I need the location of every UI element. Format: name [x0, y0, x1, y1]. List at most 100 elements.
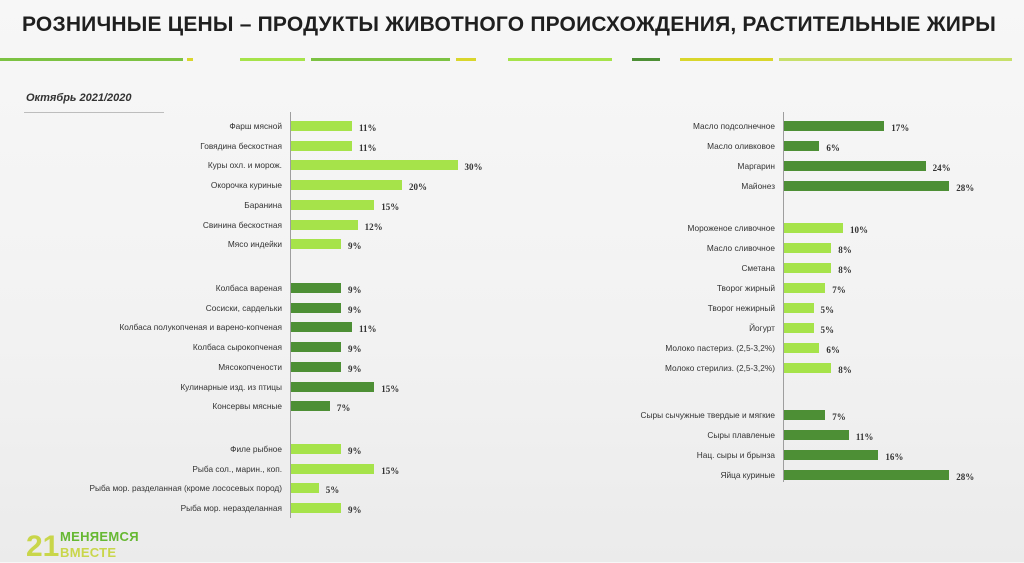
- data-bar: [291, 444, 341, 454]
- data-bar: [784, 223, 843, 233]
- category-label: Йогурт: [749, 323, 775, 333]
- category-label: Масло оливковое: [707, 141, 775, 151]
- logo-word-1: МЕНЯЕМСЯ: [60, 529, 139, 544]
- category-label: Рыба сол., марин., коп.: [192, 463, 282, 474]
- data-bar: [291, 283, 341, 293]
- data-value-label: 28%: [956, 472, 975, 482]
- data-bar: [784, 263, 832, 273]
- data-value-label: 15%: [381, 465, 400, 476]
- data-value-label: 11%: [359, 123, 377, 133]
- category-label: Филе рыбное: [230, 444, 282, 454]
- chart-axis-line: [290, 112, 291, 518]
- data-bar: [784, 283, 826, 293]
- data-bar: [291, 180, 402, 191]
- chart-period-label: Октябрь 2021/2020: [26, 92, 132, 104]
- category-label: Фарш мясной: [229, 121, 282, 131]
- category-label: Кулинарные изд. из птицы: [180, 381, 282, 392]
- data-value-label: 17%: [891, 123, 910, 133]
- data-bar: [784, 243, 832, 253]
- subtitle-underline: [24, 112, 164, 113]
- data-bar: [291, 483, 319, 494]
- data-bar: [784, 161, 926, 171]
- category-label: Окорочка куриные: [210, 180, 282, 191]
- category-label: Молоко пастериз. (2,5-3,2%): [665, 343, 775, 353]
- category-label: Масло сливочное: [706, 243, 775, 253]
- data-value-label: 11%: [359, 142, 377, 153]
- data-value-label: 5%: [820, 325, 835, 335]
- data-value-label: 9%: [347, 285, 362, 295]
- category-label: Рыба мор. неразделанная: [180, 503, 282, 514]
- data-bar: [291, 322, 353, 333]
- category-label: Баранина: [244, 199, 282, 210]
- category-label: Сыры плавленые: [707, 430, 775, 440]
- category-label: Мясо индейки: [227, 239, 282, 250]
- category-label: Мясокопчености: [218, 361, 282, 372]
- data-value-label: 15%: [381, 201, 400, 212]
- data-value-label: 20%: [409, 182, 427, 193]
- data-bar: [291, 219, 358, 230]
- category-label: Сыры сычужные твердые и мягкие: [640, 410, 775, 420]
- data-value-label: 8%: [838, 265, 852, 275]
- data-bar: [291, 140, 353, 151]
- data-value-label: 5%: [820, 305, 835, 315]
- category-label: Масло подсолнечное: [693, 121, 775, 131]
- data-value-label: 7%: [832, 285, 846, 295]
- category-label: Нац. сыры и брынза: [696, 450, 775, 460]
- category-label: Молоко стерилиз. (2,5-3,2%): [665, 363, 775, 373]
- category-label: Колбаса сырокопченая: [192, 342, 282, 353]
- logo-word-2: ВМЕСТЕ: [60, 545, 117, 560]
- data-bar: [784, 470, 950, 480]
- data-value-label: 9%: [347, 241, 362, 252]
- data-bar: [291, 199, 375, 210]
- data-value-label: 6%: [826, 345, 840, 355]
- data-value-label: 16%: [885, 452, 904, 462]
- logo-number: 21: [26, 530, 60, 563]
- data-value-label: 8%: [838, 245, 852, 255]
- data-bar: [291, 503, 341, 514]
- category-label: Куры охл. и морож.: [207, 160, 282, 171]
- category-label: Свинина бескостная: [202, 219, 282, 230]
- category-label: Творог жирный: [716, 283, 775, 293]
- data-value-label: 7%: [336, 403, 351, 414]
- data-bar: [784, 121, 885, 131]
- category-label: Колбаса полукопченая и варено-копченая: [119, 322, 282, 333]
- category-label: Майонез: [741, 181, 775, 191]
- data-value-label: 28%: [956, 183, 975, 193]
- data-value-label: 11%: [855, 432, 874, 442]
- data-value-label: 24%: [932, 163, 951, 173]
- data-bar: [784, 343, 820, 353]
- data-bar: [291, 160, 458, 171]
- category-label: Мороженое сливочное: [687, 223, 775, 233]
- category-label: Рыба мор. разделанная (кроме лососевых п…: [89, 483, 283, 494]
- category-label: Яйца куриные: [720, 470, 776, 480]
- data-value-label: 9%: [347, 304, 362, 315]
- data-value-label: 11%: [359, 324, 377, 335]
- data-value-label: 9%: [347, 363, 362, 374]
- category-label: Сосиски, сардельки: [205, 302, 282, 313]
- data-value-label: 8%: [838, 365, 852, 375]
- data-value-label: 15%: [381, 383, 400, 394]
- data-bar: [291, 121, 353, 131]
- data-bar: [784, 141, 820, 151]
- data-value-label: 9%: [347, 505, 362, 516]
- data-bar: [291, 361, 341, 372]
- category-label: Колбаса вареная: [215, 283, 282, 293]
- data-value-label: 10%: [850, 225, 868, 235]
- data-value-label: 30%: [464, 162, 483, 173]
- decorative-divider: [0, 58, 1024, 62]
- data-bar: [291, 381, 375, 392]
- data-bar: [784, 181, 950, 191]
- data-bar: [291, 463, 375, 474]
- data-bar: [291, 401, 330, 412]
- category-label: Говядина бескостная: [200, 140, 282, 151]
- category-label: Маргарин: [737, 161, 775, 171]
- data-bar: [291, 239, 341, 250]
- data-bar: [784, 410, 826, 420]
- data-bar: [784, 303, 814, 313]
- data-value-label: 9%: [347, 344, 362, 355]
- data-bar: [784, 450, 879, 460]
- data-value-label: 6%: [826, 143, 840, 153]
- page-title: РОЗНИЧНЫЕ ЦЕНЫ – ПРОДУКТЫ ЖИВОТНОГО ПРОИ…: [22, 13, 997, 36]
- data-value-label: 9%: [347, 446, 362, 456]
- data-bar: [291, 342, 341, 353]
